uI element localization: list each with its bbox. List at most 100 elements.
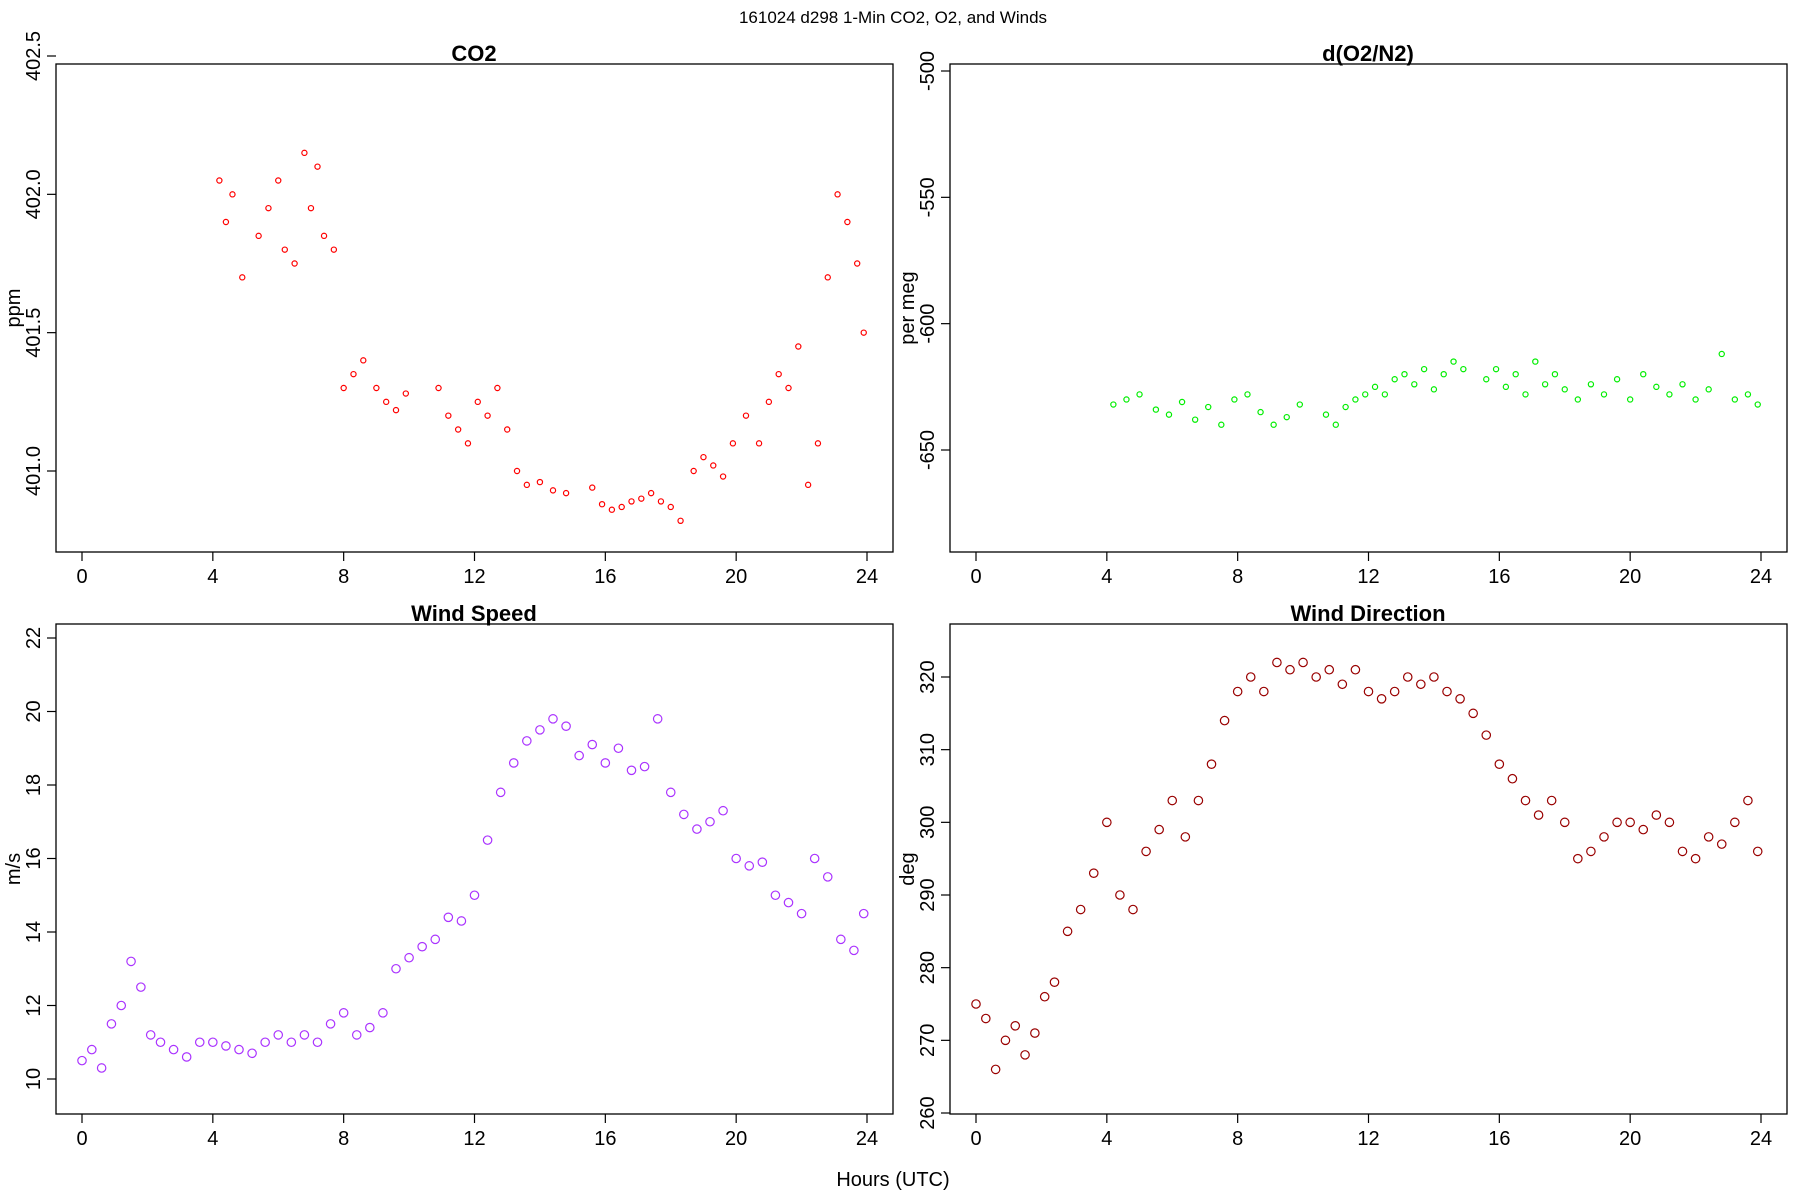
wind-direction-data-point [1128,904,1138,915]
o2n2-ylabel: per meg [897,271,919,344]
wind-direction-data-point [1468,708,1478,719]
wind-direction-data-point [1193,795,1204,806]
wind-speed-y-tick-label: 16 [23,847,45,869]
o2n2-data-point [1244,391,1251,398]
wind-direction-x-tick-label: 24 [1750,1128,1772,1150]
o2n2-data-point [1283,413,1290,421]
wind-speed-data-point [849,945,859,956]
wind-speed-data-point [338,1008,349,1018]
wind-speed-data-point [456,916,467,926]
wind-direction-data-point [1703,832,1714,842]
co2-data-point [608,506,616,513]
o2n2-data-point [1136,391,1143,398]
wind-direction-x-tick-label: 4 [1101,1128,1112,1150]
wind-speed-data-point [168,1044,179,1055]
wind-speed-data-point [194,1037,205,1048]
o2n2-data-point [1541,381,1549,388]
co2-y-tick-label: 401.0 [23,446,45,496]
wind-direction-y-ticks: 260 270 280 290 300 310 320 [917,660,950,1130]
wind-speed-data-point [692,824,702,834]
co2-data-point [484,412,491,419]
co2-data-point [320,232,328,240]
wind-speed-data-point [247,1048,257,1059]
o2n2-data-point [1218,421,1225,428]
co2-data-point [755,440,763,447]
co2-data-point [710,462,717,469]
o2n2-data-point [1440,371,1447,378]
co2-data-point [719,473,727,480]
co2-data-point [330,246,338,253]
wind-speed-y-ticks: 10 12 14 16 18 20 22 [23,627,56,1090]
o2n2-data-point [1532,358,1539,365]
wind-speed-data-point [587,739,598,750]
co2-data-point [814,440,822,447]
wind-direction-y-tick-label: 260 [917,1096,939,1129]
wind-speed-data-point [286,1037,297,1048]
o2n2-data-point [1626,396,1634,403]
co2-data-point [700,453,707,461]
o2n2-y-ticks: -500 -550 -600 -650 [917,51,950,470]
wind-speed-data-point [351,1030,362,1040]
wind-speed-y-tick-label: 22 [23,627,45,649]
wind-speed-data-point [836,934,846,945]
co2-y-ticks: 401.0 401.5 402.0 402.5 [23,31,56,496]
wind-direction-points [971,657,1763,1075]
wind-direction-data-point [1010,1021,1021,1031]
o2n2-data-point [1296,401,1304,408]
co2-data-point [638,495,645,502]
wind-speed-x-ticks: 0 4 8 12 16 20 24 [76,1114,878,1150]
wind-speed-data-point [299,1030,310,1040]
wind-speed-data-point [731,853,741,864]
co2-data-point [765,398,773,406]
co2-data-point [729,440,737,447]
co2-x-tick-label: 20 [725,566,747,588]
wind-speed-data-point [613,743,624,754]
co2-data-point [291,260,298,267]
o2n2-x-tick-label: 8 [1232,566,1243,588]
co2-data-point [216,177,223,184]
wind-speed-panel: Wind Speed m/s 0 4 8 12 16 20 24 10 12 14 16 18 20 2… [3,601,894,1150]
wind-direction-data-point [1337,679,1348,690]
wind-direction-data-point [1716,839,1727,849]
co2-data-point [690,467,697,475]
o2n2-data-point [1123,396,1130,403]
co2-data-point [549,487,557,494]
o2n2-x-tick-label: 0 [970,566,981,588]
o2n2-data-point [1231,396,1238,403]
wind-speed-data-point [260,1037,270,1048]
wind-direction-data-point [1259,686,1269,697]
wind-direction-data-point [1298,657,1308,668]
wind-speed-data-point [665,787,676,798]
wind-speed-data-point [404,952,414,963]
wind-direction-data-point [1154,824,1164,835]
o2n2-data-point [1332,421,1339,428]
wind-speed-data-point [770,890,781,901]
wind-speed-data-point [126,956,136,967]
co2-data-point [494,384,501,392]
wind-direction-ylabel: deg [897,852,919,885]
o2n2-data-point [1613,376,1621,383]
co2-data-point [844,218,851,226]
o2n2-data-point [1165,411,1173,418]
o2n2-data-point [1371,383,1379,391]
o2n2-y-tick-label: -500 [917,51,939,91]
wind-direction-data-point [1664,817,1675,828]
o2n2-data-point [1110,401,1117,408]
co2-data-point [281,246,288,253]
wind-speed-data-point [744,861,755,871]
wind-direction-data-point [1625,817,1635,828]
co2-x-tick-label: 16 [594,566,616,588]
wind-speed-y-tick-label: 20 [23,700,45,722]
wind-speed-data-point [312,1037,323,1048]
wind-speed-data-point [273,1030,284,1040]
wind-direction-data-point [1075,904,1086,915]
co2-data-point [464,440,472,447]
wind-direction-data-point [1573,853,1583,864]
o2n2-y-tick-label: -550 [917,177,939,217]
co2-data-point [360,357,367,364]
co2-x-ticks: 0 4 8 12 16 20 24 [76,552,878,588]
o2n2-data-point [1362,391,1369,398]
o2n2-data-point [1342,403,1349,411]
wind-speed-data-point [145,1030,156,1040]
o2n2-data-point [1600,391,1608,398]
